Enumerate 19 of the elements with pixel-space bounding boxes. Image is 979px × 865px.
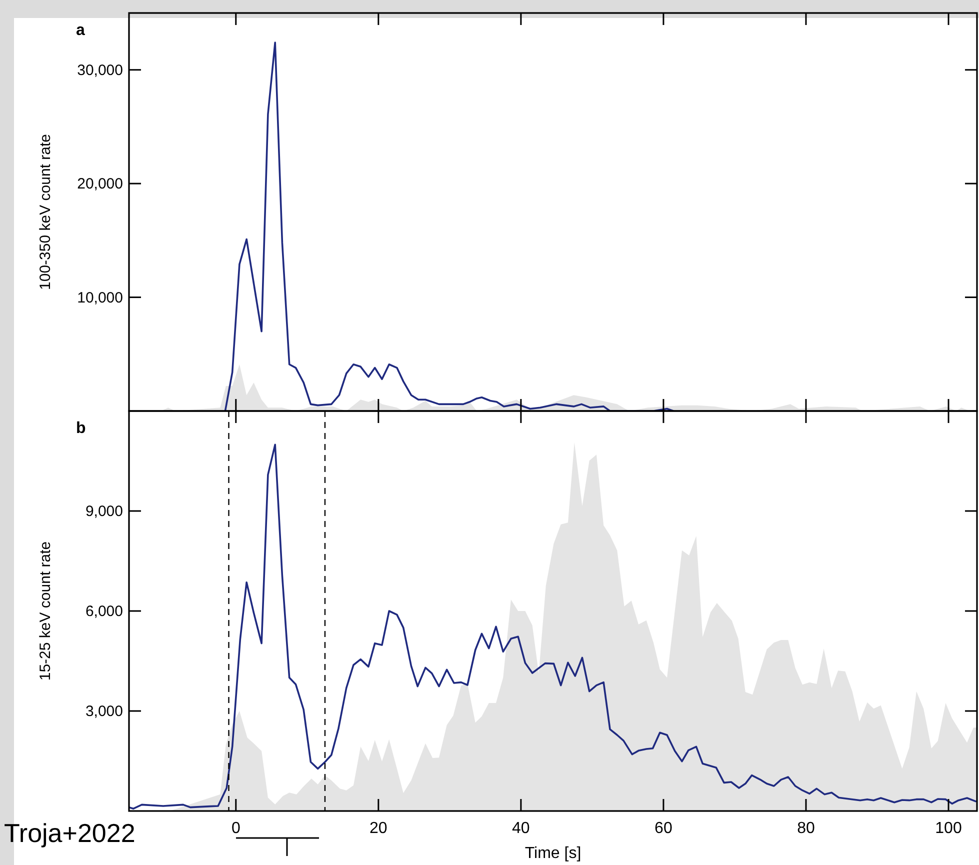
y-tick-label: 10,000 (77, 289, 123, 306)
y-tick-label: 3,000 (85, 703, 123, 720)
y-tick-label: 30,000 (77, 62, 123, 79)
x-tick-label: 100 (935, 820, 962, 837)
x-tick-label: 40 (512, 820, 530, 837)
y-tick-label: 20,000 (77, 176, 123, 193)
y-axis-title: 15-25 keV count rate (37, 541, 54, 681)
x-tick-label: 20 (370, 820, 388, 837)
text: Troja+2022 (4, 818, 136, 848)
x-tick-label: 60 (654, 820, 672, 837)
y-tick-label: 6,000 (85, 603, 123, 620)
text: b (76, 420, 86, 437)
text: a (76, 22, 85, 39)
x-axis-title: Time [s] (524, 845, 582, 862)
x-tick-label: 0 (231, 820, 240, 837)
line-series (224, 42, 674, 411)
y-tick-label: 9,000 (85, 503, 123, 520)
x-tick-label: 80 (797, 820, 815, 837)
y-axis-title: 100-350 keV count rate (37, 134, 54, 290)
